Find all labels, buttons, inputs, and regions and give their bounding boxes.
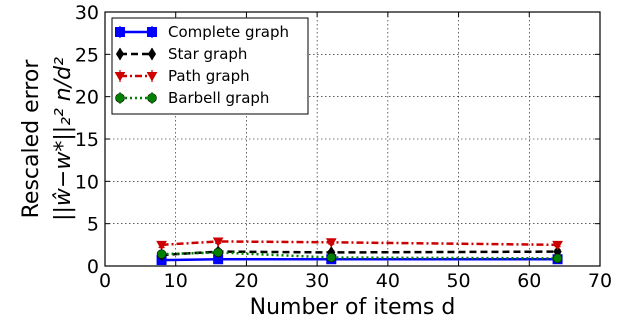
data-point: [326, 252, 337, 263]
legend-label: Star graph: [168, 45, 247, 63]
axis-ticks: 0 10 20 30 40 50 60 70 0 5 10 15 20 25 30: [75, 2, 612, 292]
x-tick-label: 10: [164, 270, 188, 292]
x-tick-label: 70: [588, 270, 612, 292]
legend-marker: [115, 93, 125, 103]
x-tick-label: 40: [376, 270, 400, 292]
legend-marker: [115, 47, 125, 61]
data-point: [552, 240, 563, 251]
legend-label: Path graph: [168, 67, 250, 85]
x-tick-label: 30: [305, 270, 329, 292]
x-tick-label: 50: [446, 270, 470, 292]
series-layer: [156, 237, 563, 266]
legend-label: Complete graph: [168, 23, 289, 41]
y-axis-label-line2: ||ŵ−w*||₂² n/d²: [51, 57, 76, 221]
x-axis-label: Number of items d: [250, 295, 456, 320]
y-tick-label: 25: [75, 44, 99, 66]
legend-marker: [115, 27, 125, 37]
y-tick-label: 5: [87, 214, 99, 236]
y-axis-label-line1: Rescaled error: [19, 59, 44, 219]
legend-marker: [147, 93, 157, 103]
legend-marker: [114, 72, 126, 82]
series-3: [156, 247, 563, 264]
series-line: [161, 257, 558, 262]
series-2: [156, 237, 563, 251]
legend-marker: [147, 47, 157, 61]
series-line: [161, 250, 558, 257]
legend-box: [111, 17, 309, 115]
y-tick-label: 20: [75, 87, 99, 109]
y-tick-label: 30: [75, 2, 99, 24]
data-point: [212, 237, 224, 247]
data-point: [552, 253, 563, 264]
legend-label: Barbell graph: [168, 89, 269, 107]
grid: [105, 12, 600, 266]
x-tick-label: 0: [99, 270, 111, 292]
legend: Complete graph Star graph Path graph Barbel…: [111, 17, 309, 115]
data-point: [213, 247, 223, 258]
data-point: [325, 238, 337, 248]
legend-marker: [146, 72, 158, 82]
y-tick-label: 15: [75, 129, 99, 151]
legend-marker: [147, 27, 157, 37]
y-tick-label: 0: [87, 256, 99, 278]
x-tick-label: 20: [234, 270, 258, 292]
data-point: [156, 240, 167, 251]
y-tick-label: 10: [75, 171, 99, 193]
data-point: [156, 249, 167, 259]
x-tick-label: 60: [517, 270, 541, 292]
